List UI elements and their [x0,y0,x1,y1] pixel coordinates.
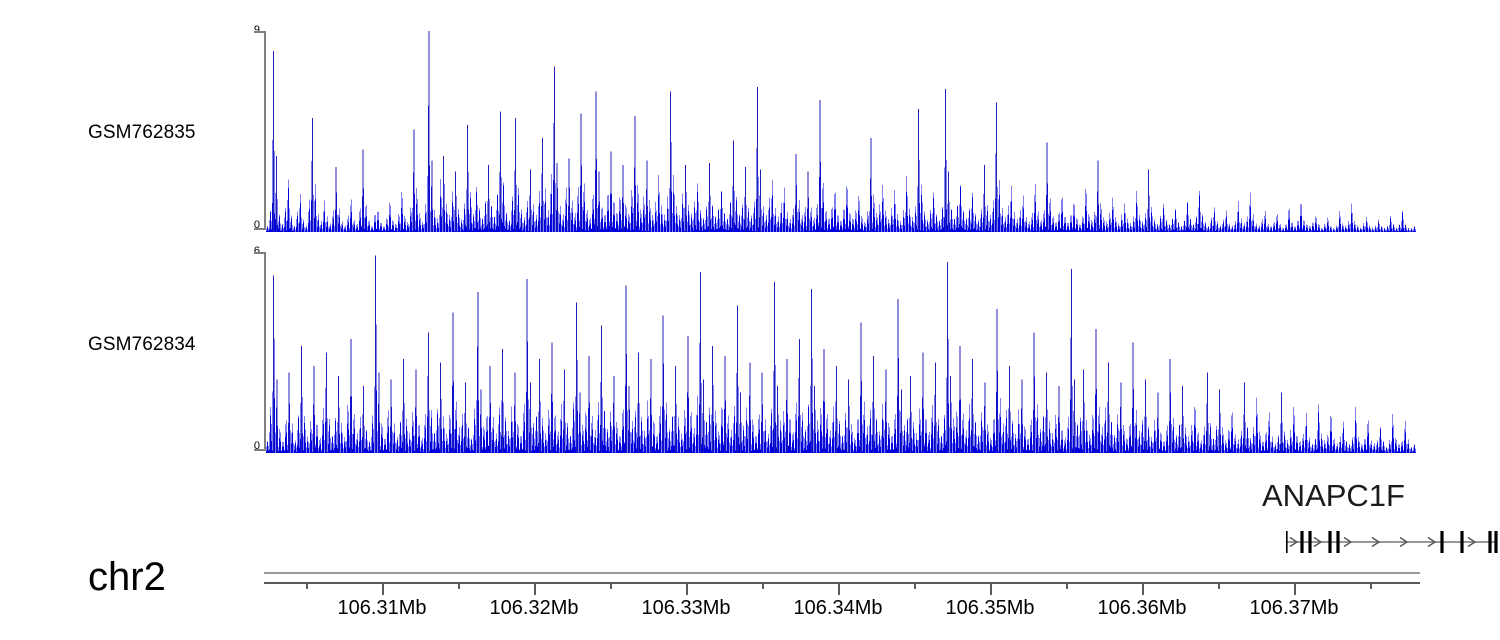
ruler-tick-major [534,582,536,595]
gene-name-label: ANAPC1F [1262,478,1405,513]
track-0-label: GSM762835 [88,122,196,143]
track-0-y-min-label: 0 [253,219,260,231]
ruler-tick-major [1294,582,1296,595]
track-1-y-tick-max [254,252,266,254]
chromosome-label: chr2 [88,555,166,599]
ruler-tick-label: 106.31Mb [337,597,427,619]
ruler-tick-minor [610,582,612,589]
track-1-y-axis [254,252,284,451]
track-0-y-tick-min [254,228,266,230]
track-1-y-max-label: 6 [253,245,260,257]
track-0-y-max-label: 9 [253,24,260,36]
track-0-y-tick-max [254,31,266,33]
ruler-tick-major [990,582,992,595]
track-0-y-axis [254,31,284,230]
ruler-axis-line [264,582,1420,584]
ruler-tick-minor [458,582,460,589]
track-1-y-min-label: 0 [253,440,260,452]
ruler-tick-minor [1066,582,1068,589]
track-0-signal-plot[interactable] [266,31,1416,232]
gene-model[interactable] [1284,530,1500,554]
ruler-tick-label: 106.33Mb [641,597,731,619]
track-1-y-tick-min [254,449,266,451]
ruler-tick-major [382,582,384,595]
coordinate-ruler[interactable]: 106.31Mb 106.32Mb 106.33Mb 106.34Mb 106.35Mb… [264,582,1420,632]
ruler-tick-label: 106.35Mb [945,597,1035,619]
track-1-label: GSM762834 [88,334,196,355]
ruler-tick-label: 106.32Mb [489,597,579,619]
ruler-tick-label: 106.37Mb [1249,597,1339,619]
ruler-tick-minor [306,582,308,589]
ruler-tick-minor [1370,582,1372,589]
ruler-top-rule [264,572,1420,574]
ruler-tick-label: 106.36Mb [1097,597,1187,619]
ruler-tick-minor [1218,582,1220,589]
ruler-tick-label: 106.34Mb [793,597,883,619]
track-1-signal-plot[interactable] [266,252,1416,453]
ruler-tick-major [686,582,688,595]
ruler-tick-major [838,582,840,595]
ruler-tick-major [1142,582,1144,595]
ruler-tick-minor [762,582,764,589]
ruler-tick-minor [914,582,916,589]
